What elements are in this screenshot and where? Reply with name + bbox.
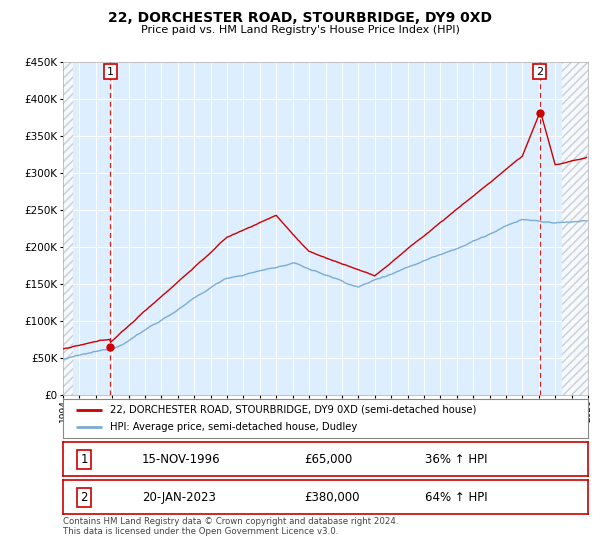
Text: 22, DORCHESTER ROAD, STOURBRIDGE, DY9 0XD (semi-detached house): 22, DORCHESTER ROAD, STOURBRIDGE, DY9 0X… (110, 405, 476, 415)
Text: Price paid vs. HM Land Registry's House Price Index (HPI): Price paid vs. HM Land Registry's House … (140, 25, 460, 35)
Text: £65,000: £65,000 (305, 452, 353, 466)
Text: 22, DORCHESTER ROAD, STOURBRIDGE, DY9 0XD: 22, DORCHESTER ROAD, STOURBRIDGE, DY9 0X… (108, 11, 492, 25)
Text: 1: 1 (107, 67, 114, 77)
Text: 36% ↑ HPI: 36% ↑ HPI (425, 452, 488, 466)
Text: 2: 2 (80, 491, 88, 504)
Text: £380,000: £380,000 (305, 491, 360, 504)
Text: 20-JAN-2023: 20-JAN-2023 (142, 491, 215, 504)
Text: 1: 1 (80, 452, 88, 466)
Text: 64% ↑ HPI: 64% ↑ HPI (425, 491, 488, 504)
Text: 15-NOV-1996: 15-NOV-1996 (142, 452, 220, 466)
Text: Contains HM Land Registry data © Crown copyright and database right 2024.
This d: Contains HM Land Registry data © Crown c… (63, 517, 398, 536)
Text: 2: 2 (536, 67, 543, 77)
Text: HPI: Average price, semi-detached house, Dudley: HPI: Average price, semi-detached house,… (110, 422, 358, 432)
